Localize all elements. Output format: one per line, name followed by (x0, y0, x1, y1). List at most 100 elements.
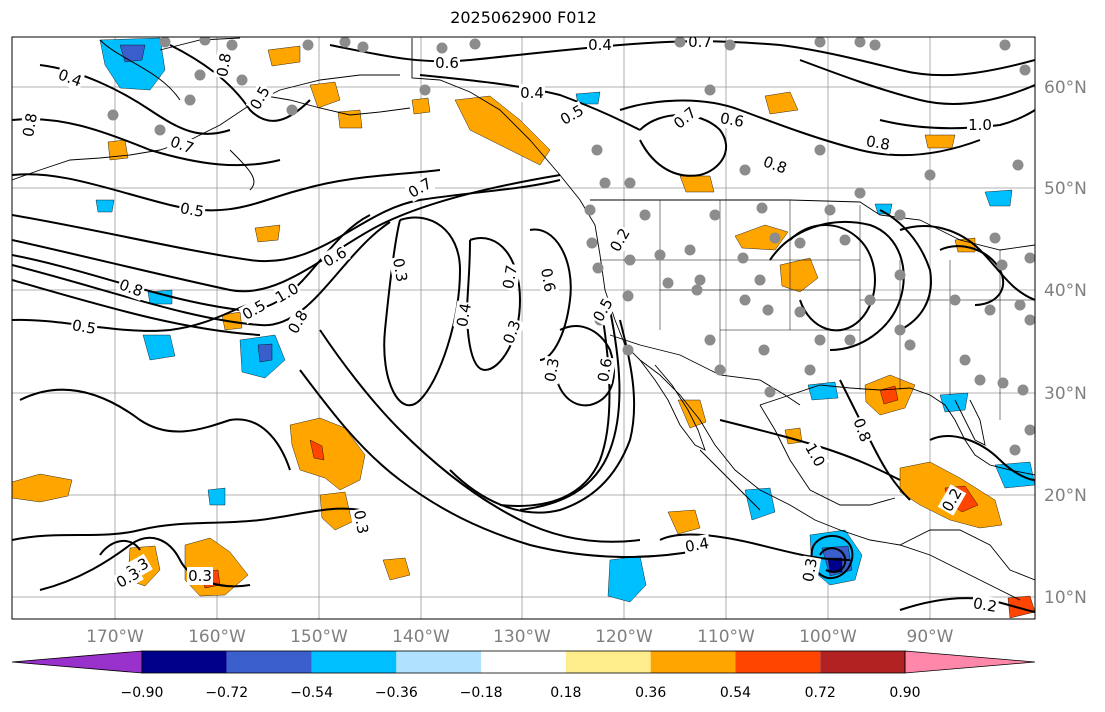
svg-text:0.7: 0.7 (688, 33, 712, 51)
svg-text:0.4: 0.4 (588, 36, 612, 54)
colorbar-segment (820, 651, 905, 673)
darkblue-patch (257, 343, 273, 363)
contour-label: 0.4 (682, 533, 712, 557)
svg-text:0.4: 0.4 (453, 302, 475, 329)
station-dot (949, 294, 961, 306)
contour-line (12, 279, 261, 336)
station-dot (709, 209, 721, 221)
svg-text:0.8: 0.8 (213, 52, 235, 79)
contour-label: 0.7 (687, 33, 713, 51)
colorbar-tick-label: 0.54 (720, 685, 751, 701)
colorbar-segment (735, 651, 821, 673)
station-dot (226, 39, 238, 51)
contour-line (99, 540, 141, 556)
station-dot (894, 324, 906, 336)
station-dot (662, 277, 674, 289)
orange-patch (679, 175, 715, 193)
station-dot (904, 339, 916, 351)
contour-label: 0.8 (863, 131, 893, 155)
colorbar-segment (311, 651, 397, 673)
colorbar-lower-extend (11, 650, 143, 674)
svg-text:0.3: 0.3 (389, 257, 411, 284)
station-dot (756, 202, 768, 214)
station-dots (107, 37, 1035, 456)
station-dot (997, 377, 1009, 389)
latitude-label: 30°N (1044, 384, 1087, 404)
svg-text:0.5: 0.5 (71, 316, 98, 338)
colorbar-segment (226, 651, 312, 673)
contour-line (769, 220, 905, 351)
longitude-label: 170°W (86, 627, 144, 647)
contour-label: 0.5 (69, 315, 99, 339)
station-dot (639, 209, 651, 221)
contour-line (819, 547, 847, 573)
station-dot (622, 344, 634, 356)
contour-line (789, 224, 876, 332)
contour-label: 1.0 (967, 116, 993, 134)
longitude-label: 90°W (907, 627, 954, 647)
contour-line (299, 369, 701, 558)
station-dot (794, 237, 806, 249)
station-dot (739, 294, 751, 306)
contour-label: 0.6 (717, 108, 747, 132)
colorbar-upper-extend (904, 650, 1036, 674)
contour-line (659, 533, 851, 561)
station-dot (754, 274, 766, 286)
svg-text:0.3: 0.3 (541, 357, 563, 384)
svg-text:0.3: 0.3 (188, 567, 212, 585)
us-canada-border (590, 199, 1035, 251)
station-dot (844, 334, 856, 346)
station-dot (824, 204, 836, 216)
station-dot (154, 124, 166, 136)
station-dot (984, 304, 996, 316)
navy-patch (827, 557, 843, 573)
orange-patch (924, 134, 956, 149)
colorbar: −0.90 −0.72 −0.54 −0.36 −0.18 0.18 0.36 0.54 0.7… (11, 650, 1036, 701)
station-dot (1017, 384, 1029, 396)
colorbar-tick-label: −0.72 (205, 685, 248, 701)
station-dot (1009, 444, 1021, 456)
red-patch (879, 385, 899, 405)
station-dot (339, 37, 351, 48)
blue-patch (744, 487, 776, 521)
contour-line (19, 388, 291, 471)
contour-line (12, 299, 261, 332)
blue-patch (142, 334, 176, 361)
contour-line (99, 39, 181, 101)
orange-patch (411, 97, 431, 115)
contour-line (499, 299, 611, 507)
station-dot (894, 209, 906, 221)
station-dot (1024, 424, 1035, 436)
blue-patch (874, 203, 893, 215)
blue-patch (939, 392, 969, 413)
svg-text:0.8: 0.8 (865, 132, 892, 154)
svg-text:0.4: 0.4 (684, 534, 711, 556)
station-dot (654, 249, 666, 261)
orange-patch (289, 417, 366, 491)
station-dot (436, 42, 448, 54)
contour-line (719, 419, 901, 481)
svg-text:0.6: 0.6 (537, 267, 559, 294)
station-dot (996, 259, 1008, 271)
station-dot (674, 37, 686, 48)
colorbar-segment (396, 651, 482, 673)
orange-patch (12, 473, 73, 503)
blue-patch (207, 487, 226, 506)
station-dot (1019, 64, 1031, 76)
station-dot (622, 290, 634, 302)
contour-label: 0.6 (536, 265, 560, 295)
station-dot (302, 39, 314, 51)
florida (954, 399, 986, 446)
longitude-label: 100°W (799, 627, 857, 647)
longitude-label: 140°W (392, 627, 450, 647)
station-dot (704, 334, 716, 346)
station-dot (762, 304, 774, 316)
contour-line (899, 225, 1035, 301)
station-dot (357, 41, 369, 53)
station-dot (959, 354, 971, 366)
station-dot (694, 274, 706, 286)
station-dot (814, 37, 826, 48)
orange-patch (734, 224, 789, 251)
colorbar-tick-label: 0.36 (635, 685, 666, 701)
contour-label: 0.8 (212, 50, 236, 80)
